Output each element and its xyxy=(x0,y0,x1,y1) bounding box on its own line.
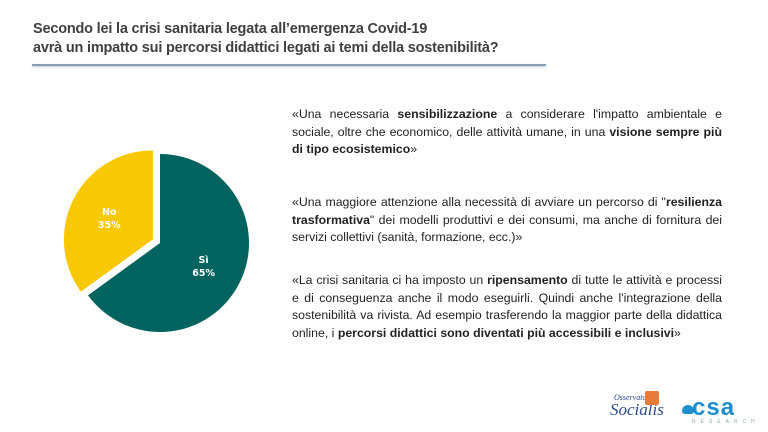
quote-text: a considerare l'impatto ambientale e soc… xyxy=(292,107,723,139)
quote-highlight: ripensamento xyxy=(487,273,568,287)
logo-text: Socialis xyxy=(610,400,664,419)
slide-title: Secondo lei la crisi sanitaria legata al… xyxy=(33,20,553,58)
osservatorio-socialis-logo: Osservatorio Socialis xyxy=(610,393,664,420)
title-divider xyxy=(32,64,546,66)
quote-highlight: resilienza trasformativa xyxy=(292,195,722,227)
logo-text: RESEARCH xyxy=(692,419,760,425)
quote-highlight: visione sempre più di tipo ecosistemico xyxy=(292,124,722,157)
logo-text: csa xyxy=(692,394,736,421)
socialis-logo-mark-icon xyxy=(645,391,659,405)
quote-text: " dei modelli produttivi e dei consumi, … xyxy=(292,212,722,245)
quote-text: » xyxy=(410,142,418,156)
quote-3: «La crisi sanitaria ci ha imposto un rip… xyxy=(292,272,722,342)
quote-text: di tutte le attività e processi e di con… xyxy=(292,273,722,340)
quote-text: «Una maggiore attenzione alla necessità … xyxy=(292,195,666,209)
title-line-1: Secondo lei la crisi sanitaria legata al… xyxy=(33,21,428,37)
quote-highlight: sensibilizzazione xyxy=(397,107,498,121)
csa-research-logo: csa RESEARCH xyxy=(692,396,760,426)
logo-text: Osservatorio xyxy=(614,393,656,402)
quote-2: «Una maggiore attenzione alla necessità … xyxy=(292,194,722,247)
pie-slice-si xyxy=(87,154,249,333)
slice-value-label: 65% xyxy=(192,268,215,279)
quote-1: «Una necessaria sensibilizzazione a cons… xyxy=(292,106,722,159)
quote-text: «Una necessaria xyxy=(292,107,398,121)
pie-slice-no xyxy=(63,150,153,292)
slice-category-label: No xyxy=(102,207,117,218)
title-line-2: avrà un impatto sui percorsi didattici l… xyxy=(33,40,499,56)
quote-text: «La crisi sanitaria ci ha imposto un xyxy=(292,273,488,287)
quote-text: » xyxy=(674,325,681,340)
slice-category-label: Sì xyxy=(199,255,209,266)
slice-value-label: 35% xyxy=(98,220,121,231)
pie-chart: Sì 65% No 35% xyxy=(63,150,249,333)
quote-highlight: percorsi didattici sono diventati più ac… xyxy=(337,325,675,340)
csa-logo-mark-icon xyxy=(682,405,694,414)
